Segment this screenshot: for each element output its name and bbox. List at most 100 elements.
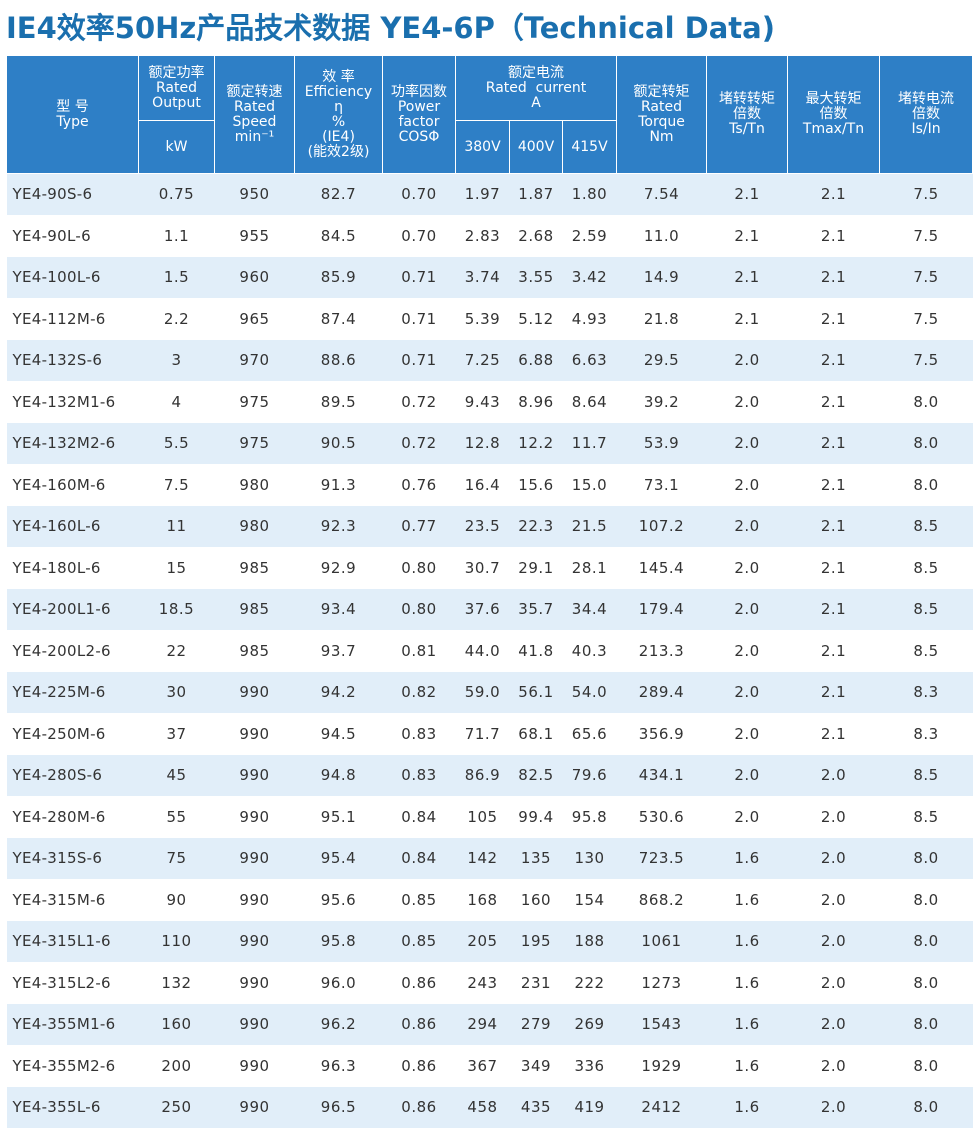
cell-current-415v: 336 bbox=[562, 1045, 617, 1087]
header-torque: 额定转矩 Rated Torque Nm bbox=[616, 55, 708, 174]
cell-torque: 434.1 bbox=[616, 754, 707, 797]
header-eff-en: Efficiency bbox=[304, 83, 373, 100]
cell-torque: 39.2 bbox=[616, 381, 707, 423]
cell-current-380v: 142 bbox=[455, 837, 510, 880]
cell-output: 5.5 bbox=[138, 422, 215, 465]
cell-power-factor: 0.84 bbox=[382, 837, 456, 880]
cell-tmax-tn: 2.1 bbox=[787, 298, 880, 340]
cell-power-factor: 0.76 bbox=[382, 464, 456, 506]
cell-current-380v: 9.43 bbox=[455, 381, 510, 423]
cell-current-415v: 28.1 bbox=[562, 547, 617, 589]
cell-is-in: 7.5 bbox=[879, 298, 973, 340]
cell-speed: 990 bbox=[214, 754, 295, 797]
cell-model: YE4-132S-6 bbox=[6, 339, 139, 382]
header-pf-en1: Power bbox=[397, 98, 441, 115]
cell-ts-tn: 2.0 bbox=[706, 505, 788, 548]
cell-current-400v: 160 bbox=[509, 879, 563, 921]
cell-torque: 2412 bbox=[616, 1086, 707, 1129]
cell-efficiency: 94.5 bbox=[294, 713, 383, 755]
cell-output: 11 bbox=[138, 505, 215, 548]
page-title: IE4效率50Hz产品技术数据 YE4-6P（Technical Data) bbox=[6, 11, 775, 45]
cell-is-in: 8.3 bbox=[879, 713, 973, 755]
cell-current-400v: 41.8 bbox=[509, 630, 563, 672]
cell-model: YE4-315M-6 bbox=[6, 879, 139, 921]
cell-power-factor: 0.83 bbox=[382, 754, 456, 797]
cell-torque: 107.2 bbox=[616, 505, 707, 548]
cell-ts-tn: 1.6 bbox=[706, 837, 788, 880]
cell-current-380v: 44.0 bbox=[455, 630, 510, 672]
cell-model: YE4-100L-6 bbox=[6, 256, 139, 299]
cell-power-factor: 0.86 bbox=[382, 1045, 456, 1087]
table-row: YE4-132M1-6 4 975 89.5 0.72 9.43 8.96 8.64 39.2 2… bbox=[6, 381, 973, 423]
cell-model: YE4-315S-6 bbox=[6, 837, 139, 880]
cell-efficiency: 92.9 bbox=[294, 547, 383, 589]
cell-ts-tn: 2.1 bbox=[706, 298, 788, 340]
cell-power-factor: 0.83 bbox=[382, 713, 456, 755]
cell-power-factor: 0.85 bbox=[382, 879, 456, 921]
cell-current-380v: 3.74 bbox=[455, 256, 510, 299]
cell-current-400v: 2.68 bbox=[509, 215, 563, 257]
cell-output: 3 bbox=[138, 339, 215, 382]
header-speed-unit: min⁻¹ bbox=[234, 128, 275, 145]
cell-current-380v: 23.5 bbox=[455, 505, 510, 548]
cell-speed: 950 bbox=[214, 173, 295, 216]
header-torque-en2: Torque bbox=[638, 113, 685, 130]
cell-ts-tn: 1.6 bbox=[706, 962, 788, 1004]
cell-ts-tn: 2.0 bbox=[706, 381, 788, 423]
cell-tmax-tn: 2.1 bbox=[787, 505, 880, 548]
table-row: YE4-315L2-6 132 990 96.0 0.86 243 231 222 1273 1.… bbox=[6, 962, 973, 1004]
header-type: 型 号 Type bbox=[6, 55, 139, 174]
cell-tmax-tn: 2.0 bbox=[787, 796, 880, 838]
cell-current-400v: 349 bbox=[509, 1045, 563, 1087]
cell-output: 55 bbox=[138, 796, 215, 838]
header-cur-unit: A bbox=[531, 94, 541, 111]
cell-speed: 980 bbox=[214, 464, 295, 506]
cell-model: YE4-355M2-6 bbox=[6, 1045, 139, 1087]
header-eff-pct: % bbox=[331, 113, 346, 130]
cell-tmax-tn: 2.1 bbox=[787, 173, 880, 216]
cell-speed: 990 bbox=[214, 879, 295, 921]
cell-is-in: 8.5 bbox=[879, 505, 973, 548]
table-row: YE4-160L-6 11 980 92.3 0.77 23.5 22.3 21.5 107.2… bbox=[6, 505, 973, 548]
table-row: YE4-132S-6 3 970 88.6 0.71 7.25 6.88 6.63 29.5 2.… bbox=[6, 339, 973, 382]
cell-output: 1.5 bbox=[138, 256, 215, 299]
cell-ts-tn: 2.0 bbox=[706, 754, 788, 797]
cell-current-380v: 12.8 bbox=[455, 422, 510, 465]
cell-current-400v: 35.7 bbox=[509, 588, 563, 631]
cell-efficiency: 96.5 bbox=[294, 1086, 383, 1129]
header-output-unit: kW bbox=[138, 120, 215, 174]
cell-output: 30 bbox=[138, 671, 215, 714]
cell-tmax-tn: 2.1 bbox=[787, 256, 880, 299]
cell-current-415v: 419 bbox=[562, 1086, 617, 1129]
cell-model: YE4-132M1-6 bbox=[6, 381, 139, 423]
cell-current-400v: 435 bbox=[509, 1086, 563, 1129]
cell-torque: 1543 bbox=[616, 1003, 707, 1046]
header-torque-en1: Rated bbox=[641, 98, 683, 115]
table-row: YE4-90S-6 0.75 950 82.7 0.70 1.97 1.87 1.80 7.54… bbox=[6, 173, 973, 216]
table-row: YE4-315M-6 90 990 95.6 0.85 168 160 154 868.2 1.6… bbox=[6, 879, 973, 921]
cell-model: YE4-355L-6 bbox=[6, 1086, 139, 1129]
cell-ts-tn: 2.1 bbox=[706, 173, 788, 216]
header-torque-unit: Nm bbox=[649, 128, 674, 145]
cell-efficiency: 96.2 bbox=[294, 1003, 383, 1046]
cell-efficiency: 90.5 bbox=[294, 422, 383, 465]
cell-output: 90 bbox=[138, 879, 215, 921]
cell-tmax-tn: 2.1 bbox=[787, 713, 880, 755]
cell-power-factor: 0.80 bbox=[382, 547, 456, 589]
cell-model: YE4-90S-6 bbox=[6, 173, 139, 216]
header-pf-cn: 功率因数 bbox=[391, 83, 447, 100]
cell-output: 7.5 bbox=[138, 464, 215, 506]
cell-tmax-tn: 2.1 bbox=[787, 381, 880, 423]
cell-tmax-tn: 2.0 bbox=[787, 837, 880, 880]
cell-speed: 990 bbox=[214, 713, 295, 755]
table-row: YE4-280M-6 55 990 95.1 0.84 105 99.4 95.8 530.6 2… bbox=[6, 796, 973, 838]
cell-torque: 213.3 bbox=[616, 630, 707, 672]
cell-output: 37 bbox=[138, 713, 215, 755]
cell-current-400v: 22.3 bbox=[509, 505, 563, 548]
cell-current-400v: 12.2 bbox=[509, 422, 563, 465]
cell-tmax-tn: 2.0 bbox=[787, 1003, 880, 1046]
cell-torque: 530.6 bbox=[616, 796, 707, 838]
cell-tmax-tn: 2.1 bbox=[787, 588, 880, 631]
header-power-factor: 功率因数 Power factor COSΦ bbox=[382, 55, 456, 174]
cell-speed: 985 bbox=[214, 630, 295, 672]
